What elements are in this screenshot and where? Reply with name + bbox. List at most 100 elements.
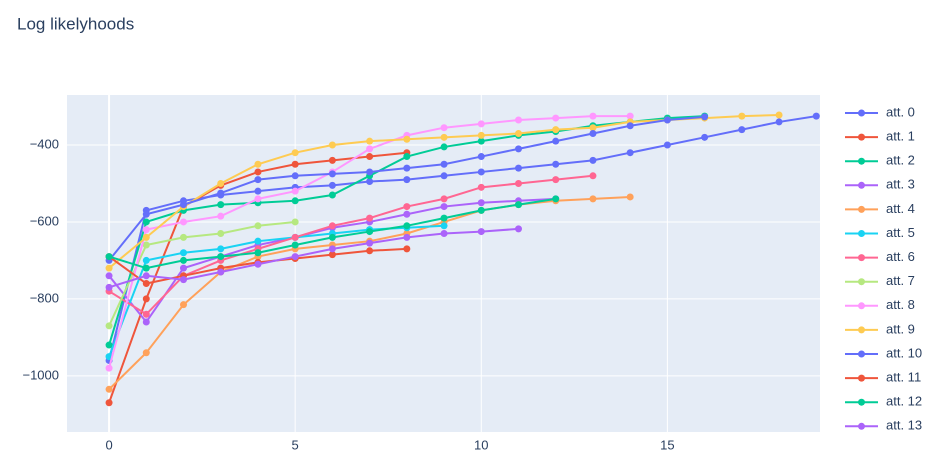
- axes: 0 5 10 15 −1000 −800 −600 −400: [22, 136, 674, 452]
- legend-item[interactable]: att. 10: [845, 345, 922, 360]
- data-point: [105, 253, 113, 261]
- legend-item[interactable]: att. 3: [845, 177, 915, 192]
- legend-label: att. 11: [886, 370, 921, 385]
- data-point: [142, 318, 150, 326]
- x-tick-label: 5: [292, 437, 299, 452]
- x-tick-label: 15: [660, 437, 674, 452]
- data-point: [291, 241, 299, 249]
- data-point: [366, 239, 374, 247]
- legend-label: att. 1: [886, 129, 915, 144]
- data-point: [105, 341, 113, 349]
- data-point: [440, 195, 448, 203]
- data-point: [291, 160, 299, 168]
- legend-swatch-marker: [858, 374, 865, 382]
- data-point: [217, 268, 225, 276]
- series-line: [108, 174, 594, 316]
- data-point: [142, 295, 150, 303]
- legend-item[interactable]: att. 2: [845, 153, 915, 168]
- legend-item[interactable]: att. 8: [845, 297, 915, 312]
- data-point: [440, 222, 448, 230]
- traces: [105, 111, 820, 407]
- y-tick-label: −600: [30, 213, 59, 228]
- data-point: [589, 172, 597, 180]
- data-point: [180, 264, 188, 272]
- legend: att. 0 att. 1 att. 2 att. 3 att. 4 att. 5 att.…: [845, 104, 922, 433]
- data-point: [589, 129, 597, 137]
- legend-item[interactable]: att. 1: [845, 129, 915, 144]
- data-point: [142, 310, 150, 318]
- data-point: [105, 272, 113, 280]
- legend-item[interactable]: att. 9: [845, 321, 915, 336]
- legend-item[interactable]: att. 6: [845, 249, 915, 264]
- data-point: [142, 241, 150, 249]
- data-point: [105, 322, 113, 330]
- data-point: [142, 233, 150, 241]
- legend-item[interactable]: att. 0: [845, 104, 915, 119]
- data-point: [328, 181, 336, 189]
- data-point: [366, 137, 374, 145]
- legend-item[interactable]: att. 4: [845, 201, 915, 216]
- data-point: [328, 170, 336, 178]
- data-point: [328, 191, 336, 199]
- series-line: [108, 227, 519, 289]
- data-point: [403, 222, 411, 230]
- data-point: [217, 229, 225, 237]
- legend-item[interactable]: att. 5: [845, 225, 915, 240]
- legend-item[interactable]: att. 11: [845, 370, 921, 385]
- data-point: [142, 218, 150, 226]
- grid: [67, 95, 820, 432]
- data-point: [626, 122, 634, 130]
- data-point: [403, 176, 411, 184]
- data-point: [366, 168, 374, 176]
- legend-label: att. 12: [886, 394, 922, 409]
- data-point: [328, 245, 336, 253]
- series-line: [108, 115, 817, 361]
- legend-label: att. 10: [886, 345, 922, 360]
- data-point: [440, 172, 448, 180]
- data-point: [812, 112, 820, 120]
- data-point: [552, 160, 560, 168]
- data-point: [477, 131, 485, 139]
- data-point: [552, 126, 560, 134]
- legend-item[interactable]: att. 13: [845, 418, 922, 433]
- legend-swatch-marker: [858, 230, 865, 237]
- legend-item[interactable]: att. 7: [845, 273, 915, 288]
- data-point: [291, 253, 299, 261]
- data-point: [180, 233, 188, 241]
- data-point: [254, 168, 262, 176]
- data-point: [180, 301, 188, 309]
- legend-label: att. 7: [886, 273, 915, 288]
- data-point: [366, 214, 374, 222]
- data-point: [328, 141, 336, 149]
- data-point: [217, 212, 225, 220]
- data-point: [291, 233, 299, 241]
- legend-label: att. 13: [886, 418, 922, 433]
- data-point: [366, 153, 374, 161]
- data-point: [142, 226, 150, 234]
- data-point: [515, 201, 523, 209]
- data-point: [291, 187, 299, 195]
- data-point: [477, 168, 485, 176]
- data-point: [589, 124, 597, 132]
- legend-swatch-marker: [858, 398, 865, 406]
- data-point: [254, 176, 262, 184]
- data-point: [254, 160, 262, 168]
- x-tick-label: 10: [474, 437, 488, 452]
- data-point: [291, 149, 299, 157]
- data-point: [477, 137, 485, 145]
- data-point: [738, 112, 746, 120]
- data-point: [403, 233, 411, 241]
- data-point: [254, 222, 262, 230]
- data-point: [477, 199, 485, 207]
- data-point: [403, 203, 411, 211]
- data-point: [142, 349, 150, 357]
- data-point: [701, 133, 709, 141]
- legend-label: att. 4: [886, 201, 915, 216]
- data-point: [515, 129, 523, 137]
- legend-item[interactable]: att. 12: [845, 394, 922, 409]
- data-point: [142, 210, 150, 218]
- legend-label: att. 9: [886, 321, 915, 336]
- data-point: [217, 201, 225, 209]
- data-point: [589, 195, 597, 203]
- data-point: [403, 135, 411, 143]
